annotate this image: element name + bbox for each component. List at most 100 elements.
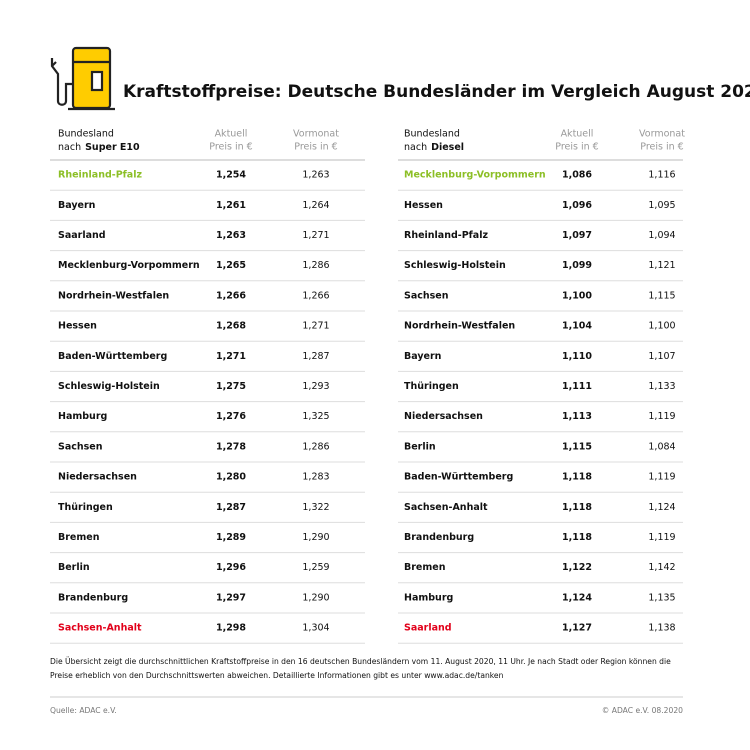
previous-price: 1,286 [302,441,329,452]
current-price: 1,096 [562,200,592,211]
current-price: 1,296 [216,562,246,573]
region-name: Bremen [58,532,100,543]
previous-price: 1,095 [648,200,675,211]
region-name: Mecklenburg-Vorpommern [404,170,546,181]
region-name: Berlin [404,441,436,452]
region-name: Niedersachsen [404,411,483,422]
header-fuel: Diesel [431,142,464,153]
region-name: Sachsen [58,441,103,452]
current-price: 1,118 [562,502,592,513]
header-label: nach Diesel [404,142,464,153]
previous-price: 1,124 [648,502,675,513]
header-label: Aktuell [561,129,594,140]
current-price: 1,265 [216,260,246,271]
region-name: Schleswig-Holstein [404,260,506,271]
header-unit: Preis in € [209,142,252,153]
region-name: Bremen [404,562,446,573]
region-name: Baden-Württemberg [404,472,513,483]
previous-price: 1,266 [302,290,329,301]
previous-price: 1,121 [648,260,675,271]
previous-price: 1,116 [648,170,675,181]
current-price: 1,263 [216,230,246,241]
current-price: 1,100 [562,290,592,301]
current-price: 1,086 [562,170,592,181]
current-price: 1,122 [562,562,592,573]
previous-price: 1,322 [302,502,329,513]
previous-price: 1,290 [302,592,329,603]
region-name: Mecklenburg-Vorpommern [58,260,200,271]
fuel-pump-icon [50,46,115,111]
current-price: 1,278 [216,441,246,452]
footnote: Die Übersicht zeigt die durchschnittlich… [50,657,671,666]
current-price: 1,275 [216,381,246,392]
header-prefix: nach [404,142,427,153]
header-label: Vormonat [293,129,339,140]
current-price: 1,266 [216,290,246,301]
previous-price: 1,304 [302,623,329,634]
region-name: Thüringen [404,381,459,392]
region-name: Hessen [58,321,97,332]
region-name: Sachsen [404,290,449,301]
tables: Bundesland nach Super E10 Aktuell Preis in €… [50,129,685,644]
copyright: © ADAC e.V. 08.2020 [602,706,683,715]
region-name: Bayern [58,200,96,211]
region-name: Niedersachsen [58,472,137,483]
header-label: Bundesland [58,129,114,140]
previous-price: 1,293 [302,381,329,392]
header-label: Vormonat [639,129,685,140]
previous-price: 1,119 [648,472,675,483]
current-price: 1,097 [562,230,592,241]
region-name: Rheinland-Pfalz [404,230,488,241]
previous-price: 1,100 [648,321,675,332]
header-prefix: nach [58,142,81,153]
header-unit: Preis in € [555,142,598,153]
region-name: Brandenburg [58,592,128,603]
title: Kraftstoffpreise: Deutsche Bundesländer … [123,82,750,102]
current-price: 1,268 [216,321,246,332]
region-name: Nordrhein-Westfalen [58,290,169,301]
header-label: Bundesland [404,129,460,140]
region-name: Sachsen-Anhalt [58,623,142,634]
current-price: 1,287 [216,502,246,513]
current-price: 1,297 [216,592,246,603]
previous-price: 1,138 [648,623,675,634]
previous-price: 1,135 [648,592,675,603]
current-price: 1,127 [562,623,592,634]
previous-price: 1,290 [302,532,329,543]
header-label: Aktuell [215,129,248,140]
previous-price: 1,142 [648,562,675,573]
region-name: Berlin [58,562,90,573]
region-name: Nordrhein-Westfalen [404,321,515,332]
current-price: 1,280 [216,472,246,483]
previous-price: 1,271 [302,230,329,241]
current-price: 1,115 [562,441,592,452]
current-price: 1,276 [216,411,246,422]
current-price: 1,099 [562,260,592,271]
current-price: 1,254 [216,170,246,181]
header-unit: Preis in € [640,142,683,153]
region-name: Hamburg [58,411,107,422]
current-price: 1,111 [562,381,592,392]
current-price: 1,110 [562,351,592,362]
region-name: Thüringen [58,502,113,513]
previous-price: 1,325 [302,411,329,422]
previous-price: 1,259 [302,562,329,573]
previous-price: 1,084 [648,441,675,452]
previous-price: 1,133 [648,381,675,392]
region-name: Hessen [404,200,443,211]
header-label: nach Super E10 [58,142,140,153]
current-price: 1,261 [216,200,246,211]
previous-price: 1,263 [302,170,329,181]
header-unit: Preis in € [294,142,337,153]
previous-price: 1,107 [648,351,675,362]
previous-price: 1,287 [302,351,329,362]
current-price: 1,104 [562,321,592,332]
region-name: Saarland [58,230,106,241]
region-name: Baden-Württemberg [58,351,167,362]
footnote: Preise erheblich von den Durchschnittswe… [50,671,504,680]
region-name: Rheinland-Pfalz [58,170,142,181]
previous-price: 1,264 [302,200,329,211]
current-price: 1,271 [216,351,246,362]
